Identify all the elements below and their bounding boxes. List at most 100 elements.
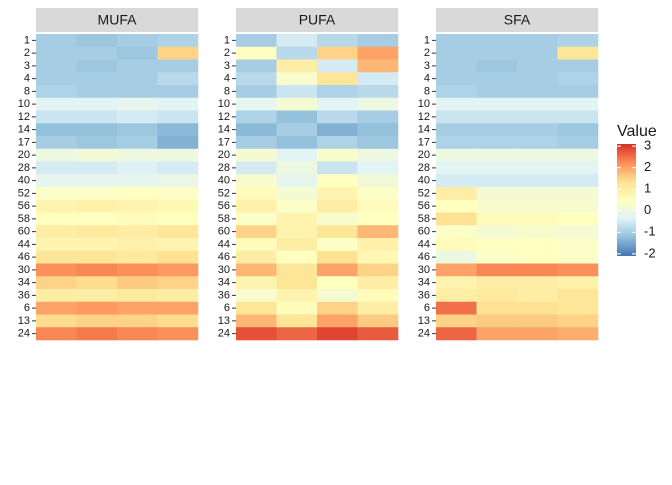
y-tick-label: 46 [218, 251, 230, 263]
heat-cell [36, 289, 77, 303]
heat-cell [517, 85, 558, 99]
y-tick-label: 36 [218, 289, 230, 301]
heat-cell [557, 161, 599, 175]
heat-cell [517, 212, 558, 226]
strip [36, 8, 198, 32]
heat-cell [436, 59, 477, 73]
heat-cell [157, 314, 199, 328]
heat-cell [436, 123, 477, 137]
y-tick-label: 60 [218, 226, 230, 238]
heat-cell [357, 327, 399, 341]
heat-cell [276, 199, 318, 213]
heat-cell [357, 187, 399, 201]
y-tick-label: 12 [218, 111, 230, 123]
heat-cell [557, 327, 599, 341]
y-tick-label: 12 [18, 111, 30, 123]
heat-cell [36, 123, 77, 137]
heat-cell [517, 250, 558, 264]
heat-cell [157, 289, 199, 303]
y-tick-label: 40 [18, 175, 30, 187]
heat-cell [557, 110, 599, 124]
heat-cell [517, 289, 558, 303]
heat-cell [476, 174, 518, 188]
heat-cell [36, 46, 77, 60]
heat-cell [276, 148, 318, 162]
heat-cell [476, 187, 518, 201]
y-tick-label: 12 [418, 111, 430, 123]
heat-cell [517, 97, 558, 111]
heat-cell [276, 289, 318, 303]
heat-cell [436, 97, 477, 111]
heat-cell [276, 301, 318, 315]
heat-cell [117, 174, 158, 188]
heat-cell [557, 187, 599, 201]
heat-cell [436, 263, 477, 277]
heat-cell [117, 238, 158, 252]
heat-cell [276, 263, 318, 277]
y-tick-label: 34 [18, 277, 30, 289]
heat-cell [76, 123, 118, 137]
heat-cell [76, 301, 118, 315]
heat-cell [436, 276, 477, 290]
heat-cell [157, 174, 199, 188]
y-tick-label: 2 [424, 47, 430, 59]
heat-cell [157, 301, 199, 315]
heat-cell [76, 85, 118, 99]
y-tick-label: 44 [418, 238, 430, 250]
y-tick-label: 17 [218, 136, 230, 148]
y-tick-label: 20 [218, 149, 230, 161]
heat-cell [476, 97, 518, 111]
heat-cell [76, 327, 118, 341]
y-tick-label: 3 [424, 60, 430, 72]
heat-cell [117, 97, 158, 111]
heat-cell [317, 161, 358, 175]
y-tick-label: 56 [218, 200, 230, 212]
heat-cell [357, 97, 399, 111]
y-tick-label: 24 [18, 328, 30, 340]
heat-cell [436, 136, 477, 150]
y-tick-label: 14 [218, 124, 230, 136]
heat-cell [276, 136, 318, 150]
colorbar [617, 144, 636, 256]
heat-cell [476, 59, 518, 73]
heat-cell [36, 238, 77, 252]
heat-cell [436, 187, 477, 201]
heat-cell [436, 289, 477, 303]
heat-cell [36, 212, 77, 226]
heat-cell [557, 199, 599, 213]
y-tick-label: 58 [218, 213, 230, 225]
heat-cell [357, 301, 399, 315]
heat-cell [517, 199, 558, 213]
heat-cell [76, 97, 118, 111]
heat-cell [357, 199, 399, 213]
heat-cell [317, 72, 358, 86]
heat-cell [236, 276, 277, 290]
heat-cell [117, 199, 158, 213]
heat-cell [317, 34, 358, 48]
heat-cell [357, 46, 399, 60]
heat-cell [76, 174, 118, 188]
y-tick-label: 56 [18, 200, 30, 212]
heat-cell [436, 225, 477, 239]
heat-cell [317, 148, 358, 162]
heat-cell [117, 314, 158, 328]
heat-cell [157, 72, 199, 86]
heat-cell [436, 148, 477, 162]
heat-cell [317, 123, 358, 137]
heat-cell [117, 187, 158, 201]
heat-cell [357, 85, 399, 99]
heat-cell [236, 59, 277, 73]
heat-cell [317, 314, 358, 328]
y-tick-label: 44 [218, 238, 230, 250]
heat-cell [317, 46, 358, 60]
heat-cell [276, 85, 318, 99]
heat-cell [157, 46, 199, 60]
heat-cell [436, 314, 477, 328]
heat-cell [517, 123, 558, 137]
y-tick-label: 34 [418, 277, 430, 289]
heat-cell [76, 46, 118, 60]
heat-cell [357, 250, 399, 264]
heat-cell [436, 238, 477, 252]
y-tick-label: 46 [18, 251, 30, 263]
heat-cell [117, 72, 158, 86]
